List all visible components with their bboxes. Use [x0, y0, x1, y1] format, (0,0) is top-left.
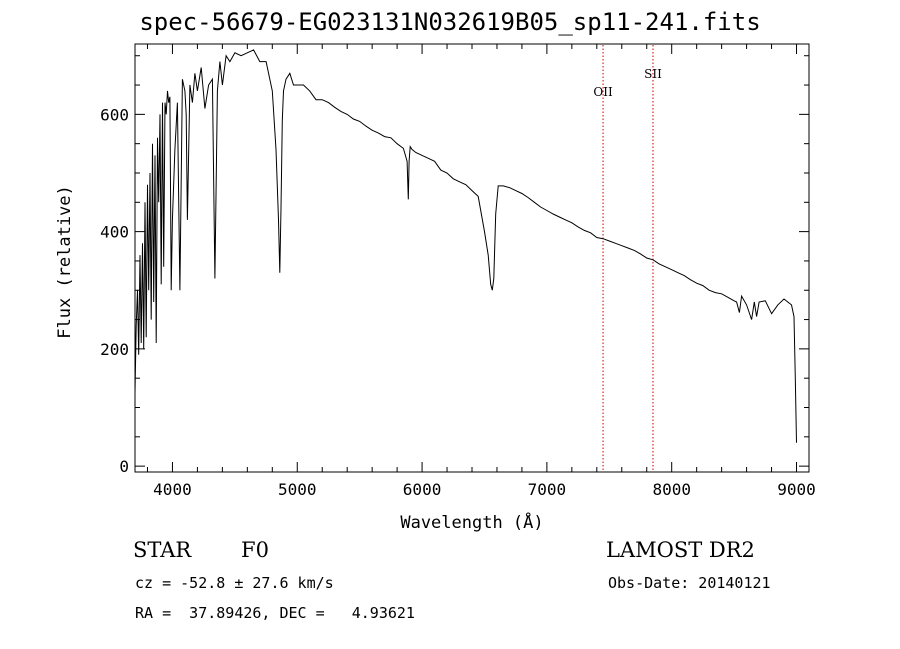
x-tick-label: 6000 — [403, 480, 442, 499]
spectral-line-label: OII — [593, 85, 613, 99]
x-tick-label: 8000 — [652, 480, 691, 499]
y-tick-label: 0 — [119, 457, 129, 476]
spectral-line-label: SII — [644, 67, 662, 81]
plot-frame — [134, 43, 810, 473]
y-tick-label: 200 — [100, 340, 129, 359]
object-class: STAR — [133, 538, 192, 562]
y-tick-label: 400 — [100, 223, 129, 242]
object-subclass: F0 — [241, 538, 269, 562]
x-tick-label: 5000 — [278, 480, 317, 499]
x-tick-label: 9000 — [777, 480, 816, 499]
redshift-text: cz = -52.8 ± 27.6 km/s — [135, 574, 334, 592]
y-tick-label: 600 — [100, 105, 129, 124]
obs-date-text: Obs-Date: 20140121 — [608, 574, 771, 592]
radec-text: RA = 37.89426, DEC = 4.93621 — [135, 604, 415, 622]
x-tick-label: 4000 — [153, 480, 192, 499]
x-axis-label: Wavelength (Å) — [400, 511, 543, 533]
spectrum-line — [134, 49, 797, 443]
chart-title: spec-56679-EG023131N032619B05_sp11-241.f… — [139, 8, 761, 36]
x-tick-label: 7000 — [528, 480, 567, 499]
survey-label: LAMOST DR2 — [606, 538, 755, 562]
y-axis-label: Flux (relative) — [55, 185, 75, 339]
